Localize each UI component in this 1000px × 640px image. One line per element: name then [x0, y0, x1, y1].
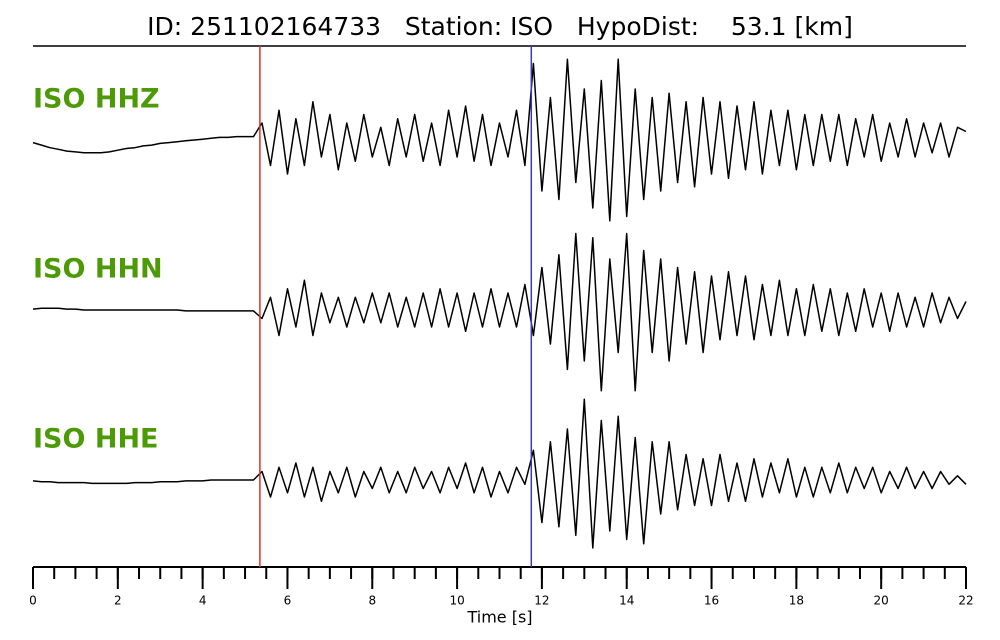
- x-tick-label: 12: [534, 594, 549, 608]
- x-axis-label: Time [s]: [466, 608, 532, 627]
- x-tick-label: 16: [704, 594, 719, 608]
- x-tick-label: 22: [958, 594, 973, 608]
- waveform: [32, 398, 967, 549]
- x-tick-label: 2: [114, 594, 122, 608]
- trace-label: ISO HHE: [33, 424, 158, 455]
- trace-label: ISO HHN: [33, 254, 163, 285]
- x-tick-label: 4: [199, 594, 207, 608]
- x-tick-label: 14: [619, 594, 634, 608]
- trace-label: ISO HHZ: [33, 84, 160, 115]
- x-tick-label: 10: [449, 594, 464, 608]
- waveform: [32, 232, 967, 392]
- waveform: [32, 58, 967, 222]
- x-tick-label: 0: [29, 594, 37, 608]
- x-tick-label: 20: [874, 594, 889, 608]
- chart-title: ID: 251102164733 Station: ISO HypoDist: …: [147, 12, 853, 41]
- x-tick-label: 18: [789, 594, 804, 608]
- x-tick-label: 8: [368, 594, 376, 608]
- x-tick-label: 6: [284, 594, 292, 608]
